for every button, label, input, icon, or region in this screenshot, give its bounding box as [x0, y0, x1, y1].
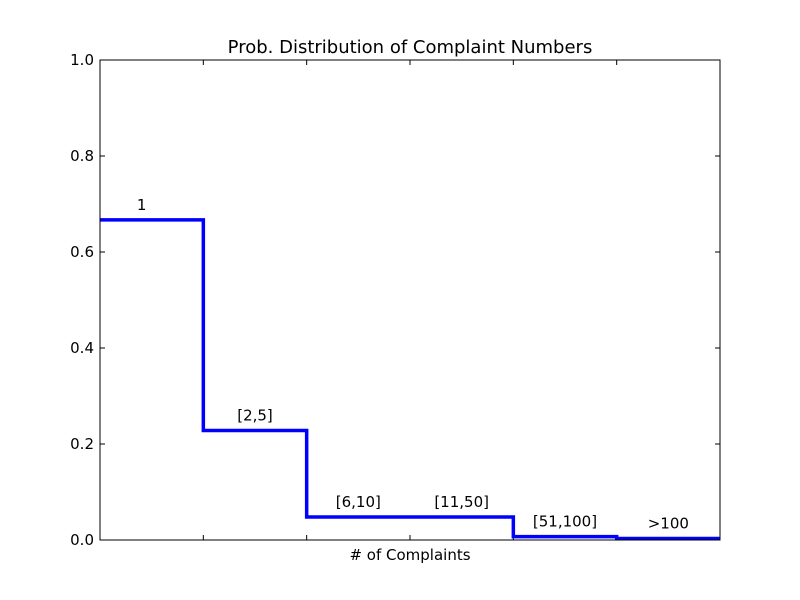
- step-label: [51,100]: [533, 513, 597, 531]
- series-line: [100, 218, 720, 541]
- step-label: [6,10]: [336, 493, 381, 511]
- plot-area: 0.0 0.2 0.4 0.6 0.8 1.0 1 [2,5] [6,10] [11,50] [51…: [70, 51, 720, 549]
- y-tick-label: 0.2: [70, 435, 94, 453]
- chart-title: Prob. Distribution of Complaint Numbers: [228, 37, 593, 58]
- y-tick-label: 0.0: [70, 531, 94, 549]
- y-tick-label: 0.6: [70, 243, 94, 261]
- y-tick-label: 0.4: [70, 339, 94, 357]
- step-label: [2,5]: [237, 407, 273, 425]
- plot-frame: [99, 59, 721, 541]
- y-tick-label: 1.0: [70, 51, 94, 69]
- step-label: >100: [648, 515, 689, 533]
- y-tick-label: 0.8: [70, 147, 94, 165]
- step-label: [11,50]: [434, 493, 489, 511]
- x-axis-label: # of Complaints: [349, 546, 470, 564]
- step-label: 1: [137, 196, 147, 214]
